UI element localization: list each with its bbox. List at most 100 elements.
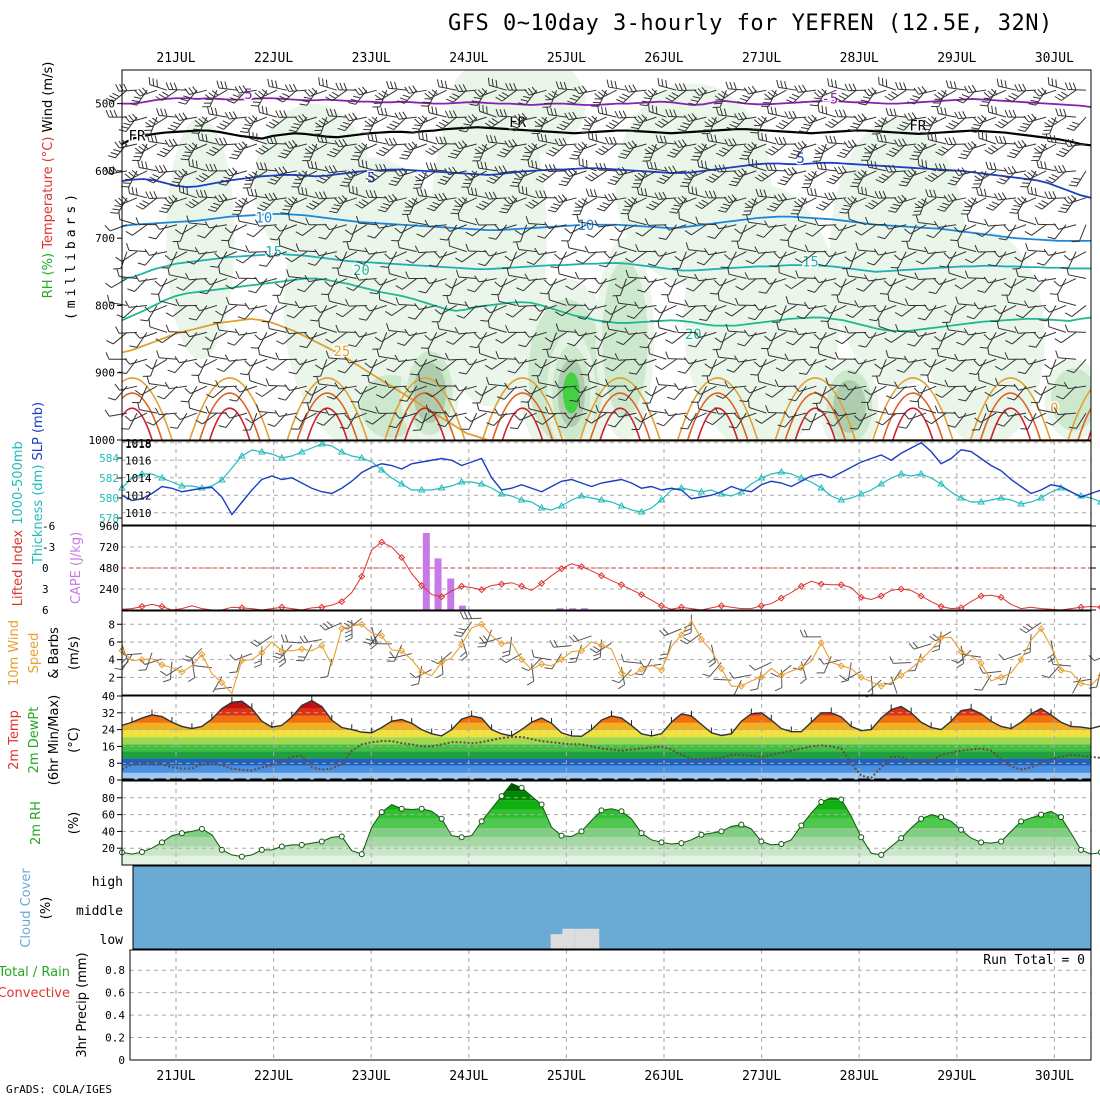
upper-wind-barb-flag xyxy=(940,106,943,115)
upper-wind-barb-flag xyxy=(983,97,992,100)
upper-wind-barb-flag xyxy=(1053,135,1057,143)
upper-wind-barb-flag xyxy=(584,361,591,367)
upper-wind-barb-shaft xyxy=(289,143,307,149)
upper-wind-barb xyxy=(404,385,427,393)
upper-wind-barb-flag xyxy=(810,187,813,196)
upper-wind-barb xyxy=(388,170,408,186)
upper-wind-barb-flag xyxy=(194,120,202,126)
upper-wind-barb-flag xyxy=(889,108,893,116)
upper-wind-barb-flag xyxy=(264,308,272,315)
upper-wind-barb-flag xyxy=(238,85,244,93)
upper-wind-barb-flag xyxy=(778,137,783,145)
upper-wind-barb-shaft xyxy=(269,251,287,258)
upper-wind-barb-flag xyxy=(1023,415,1031,422)
upper-wind-barb-flag xyxy=(218,265,221,274)
upper-wind-barb-shaft xyxy=(954,412,967,428)
upper-wind-barb xyxy=(597,347,617,360)
upper-wind-barb-shaft xyxy=(1065,197,1077,213)
upper-wind-barb-shaft xyxy=(439,251,457,258)
upper-wind-barb xyxy=(953,411,977,419)
upper-wind-barb-shaft xyxy=(748,221,767,226)
upper-wind-barb-flag xyxy=(729,81,733,90)
upper-wind-barb-flag xyxy=(265,136,270,144)
upper-wind-barb-flag xyxy=(134,389,142,396)
upper-wind-barb-flag xyxy=(1037,88,1044,96)
upper-wind-barb-flag xyxy=(971,84,977,92)
upper-wind-barb xyxy=(1004,352,1027,360)
upper-wind-barb-shaft xyxy=(788,246,807,253)
upper-wind-barb-shaft xyxy=(491,116,507,128)
thickness-marker xyxy=(897,470,906,477)
upper-wind-barb-shaft xyxy=(109,224,128,232)
upper-wind-barb xyxy=(915,215,937,226)
upper-wind-barb-shaft xyxy=(540,116,557,127)
upper-wind-barb xyxy=(853,113,877,123)
upper-wind-barb-shaft xyxy=(899,251,917,261)
upper-wind-barb xyxy=(245,412,268,424)
upper-wind-barb-flag xyxy=(794,205,802,208)
upper-wind-barb-flag xyxy=(207,208,216,213)
upper-wind-barb xyxy=(224,167,248,177)
upper-wind-barb-flag xyxy=(1053,223,1060,230)
upper-wind-barb xyxy=(1066,358,1087,374)
upper-wind-barb-flag xyxy=(531,375,540,377)
upper-wind-barb-flag xyxy=(774,309,782,316)
upper-wind-barb xyxy=(444,224,467,232)
upper-wind-barb-flag xyxy=(991,145,999,151)
upper-wind-barb-flag xyxy=(180,400,189,403)
upper-wind-barb-flag xyxy=(465,231,473,237)
upper-wind-barb xyxy=(404,328,427,336)
upper-wind-barb-shaft xyxy=(606,251,617,268)
upper-wind-barb xyxy=(876,375,897,387)
upper-wind-barb xyxy=(506,267,527,280)
upper-wind-barb-shaft xyxy=(179,412,198,421)
upper-wind-barb-shaft xyxy=(979,358,997,367)
upper-wind-barb xyxy=(525,197,547,209)
x-tick-label-bottom: 24JUL xyxy=(449,1069,488,1084)
upper-wind-barb xyxy=(294,412,318,422)
thickness-marker xyxy=(957,494,966,501)
upper-wind-barb-shaft xyxy=(491,358,507,370)
upper-wind-barb-shaft xyxy=(941,143,957,156)
upper-wind-barb-flag xyxy=(993,162,997,171)
upper-wind-barb xyxy=(399,143,418,160)
upper-wind-barb-flag xyxy=(278,167,284,174)
upper-wind-barb-flag xyxy=(157,293,161,301)
upper-wind-barb-shaft xyxy=(591,412,607,424)
upper-wind-barb-flag xyxy=(1063,197,1070,204)
upper-wind-barb-flag xyxy=(888,210,896,213)
isotherm-15 xyxy=(122,253,1091,280)
upper-wind-barb-flag xyxy=(521,112,528,120)
upper-wind-barb-flag xyxy=(283,110,288,118)
upper-wind-barb-flag xyxy=(534,120,542,127)
upper-wind-barb-shaft xyxy=(1071,305,1087,317)
upper-wind-barb xyxy=(484,249,507,257)
slp-thickness-ylabel: Thickness (dm) SLP (mb) xyxy=(31,402,46,565)
upper-wind-barb-flag xyxy=(952,137,957,145)
upper-wind-barb-shaft xyxy=(1035,332,1047,348)
upper-wind-barb-flag xyxy=(677,140,684,147)
upper-wind-barb-shaft xyxy=(517,170,528,187)
upper-wind-barb-shaft xyxy=(299,358,317,366)
upper-wind-barb-shaft xyxy=(584,305,597,320)
upper-wind-barb xyxy=(444,352,467,361)
upper-wind-barb-flag xyxy=(537,118,545,125)
upper-wind-barb-flag xyxy=(302,160,310,162)
upper-wind-barb xyxy=(134,385,158,396)
upper-wind-barb xyxy=(828,224,847,241)
upper-wind-barb-flag xyxy=(212,146,220,151)
upper-wind-barb-flag xyxy=(399,399,407,402)
upper-wind-barb xyxy=(845,305,867,318)
upper-wind-barb xyxy=(653,250,677,257)
upper-wind-barb-shaft xyxy=(328,170,347,174)
upper-wind-barb xyxy=(684,299,707,308)
upper-wind-barb xyxy=(1064,305,1087,317)
upper-wind-barb xyxy=(744,197,767,208)
upper-wind-barb xyxy=(817,104,837,118)
rh-blob xyxy=(166,117,235,360)
upper-wind-barb-flag xyxy=(721,90,729,97)
upper-wind-barb-flag xyxy=(1045,134,1049,142)
upper-wind-barb-shaft xyxy=(548,114,567,118)
upper-wind-barb-flag xyxy=(182,112,188,120)
upper-wind-barb-flag xyxy=(392,193,398,201)
